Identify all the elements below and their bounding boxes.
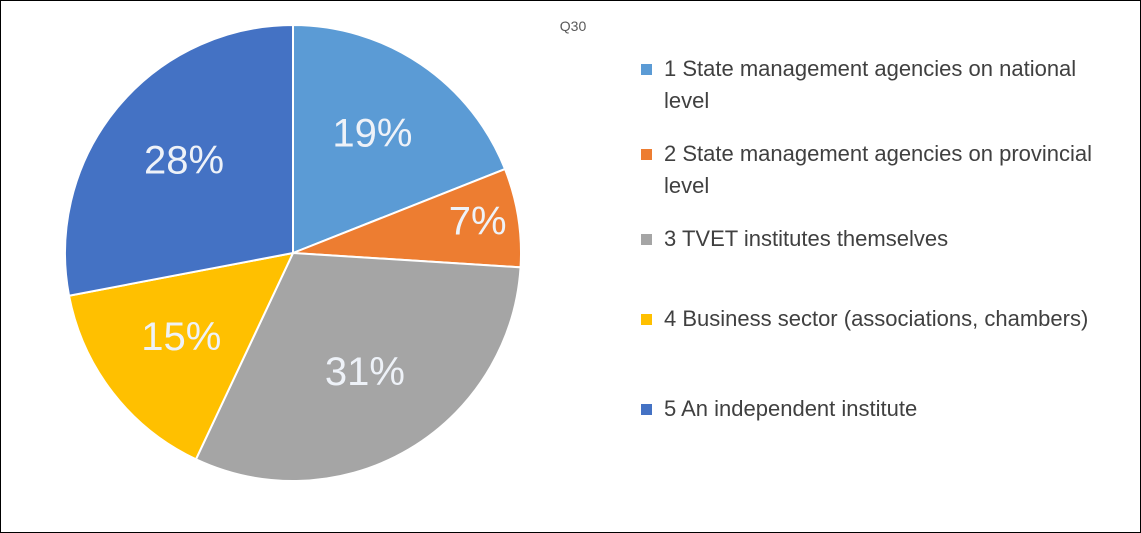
legend-swatch bbox=[641, 314, 652, 325]
legend-label: 1 State management agencies on national … bbox=[664, 56, 1077, 113]
pie-slice bbox=[194, 251, 522, 482]
legend-label: 5 An independent institute bbox=[664, 396, 918, 421]
pie-slice bbox=[292, 23, 507, 255]
slice-label: 28% bbox=[144, 138, 224, 182]
slice-label: 31% bbox=[325, 350, 405, 394]
legend-swatch bbox=[641, 149, 652, 160]
legend-label: 2 State management agencies on provincia… bbox=[664, 141, 1093, 198]
legend-entry: 3 TVET institutes themselves bbox=[641, 223, 1111, 255]
legend-entry: 5 An independent institute bbox=[641, 393, 1111, 425]
slice-label: 7% bbox=[449, 199, 507, 243]
legend-entry: 2 State management agencies on provincia… bbox=[641, 138, 1111, 202]
pie-slice bbox=[64, 23, 294, 297]
legend-label: 3 TVET institutes themselves bbox=[664, 226, 949, 251]
legend-label: 4 Business sector (associations, chamber… bbox=[664, 306, 1089, 331]
slice-label: 19% bbox=[332, 112, 412, 156]
legend-entry: 4 Business sector (associations, chamber… bbox=[641, 303, 1111, 335]
legend-swatch bbox=[641, 234, 652, 245]
legend-swatch bbox=[641, 64, 652, 75]
pie-slice bbox=[67, 251, 295, 461]
legend-entry: 1 State management agencies on national … bbox=[641, 53, 1111, 117]
slice-label: 15% bbox=[141, 315, 221, 359]
chart-title: Q30 bbox=[560, 18, 587, 34]
legend-swatch bbox=[641, 404, 652, 415]
